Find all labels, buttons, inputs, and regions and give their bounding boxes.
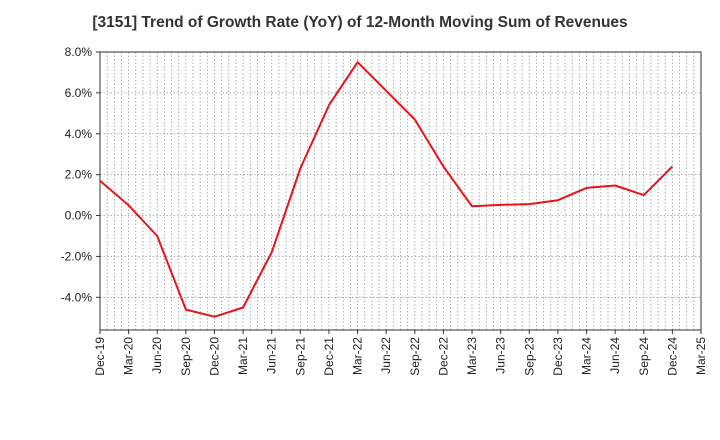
y-tick-label: 4.0% (65, 127, 93, 141)
plot-area (100, 52, 701, 330)
x-tick-label: Mar-21 (236, 337, 250, 375)
y-tick-label: -2.0% (61, 249, 93, 263)
plot-frame (99, 51, 702, 331)
series-layer (99, 61, 674, 318)
grid-layer (100, 51, 701, 330)
y-tick-label: -4.0% (61, 290, 93, 304)
x-tick-label: Jun-20 (150, 337, 164, 374)
y-tick-label: 6.0% (65, 86, 93, 100)
x-tick-label: Mar-22 (351, 337, 365, 375)
x-tick-label: Jun-21 (265, 337, 279, 374)
x-tick-label: Dec-21 (322, 337, 336, 376)
chart-title: [3151] Trend of Growth Rate (YoY) of 12-… (92, 14, 628, 31)
x-tick-label: Dec-20 (207, 337, 221, 376)
x-tick-label: Sep-23 (522, 337, 536, 376)
series-line (99, 61, 674, 318)
x-tick-label: Mar-20 (122, 337, 136, 375)
x-tick-label: Dec-24 (665, 337, 679, 376)
x-tick-label: Jun-22 (379, 337, 393, 374)
x-tick-label: Jun-24 (608, 337, 622, 374)
x-tick-label: Sep-20 (179, 337, 193, 376)
x-tick-label: Jun-23 (494, 337, 508, 374)
y-tick-label: 2.0% (65, 168, 93, 182)
x-tick-label: Sep-22 (408, 337, 422, 376)
x-tick-label: Mar-23 (465, 337, 479, 375)
x-tick-label: Mar-24 (580, 337, 594, 375)
x-tick-label: Dec-23 (551, 337, 565, 376)
axis-layer (96, 51, 702, 334)
y-tick-label: 8.0% (65, 45, 93, 59)
label-layer: 8.0% 6.0% 4.0% 2.0% 0.0% -2.0% -4.0% Dec-19 Mar-… (61, 45, 708, 376)
x-tick-label: Dec-22 (436, 337, 450, 376)
y-tick-label: 0.0% (65, 209, 93, 223)
x-tick-label: Dec-19 (93, 337, 107, 376)
x-tick-label: Sep-24 (637, 337, 651, 376)
x-tick-label: Sep-21 (293, 337, 307, 376)
x-tick-label: Mar-25 (694, 337, 708, 375)
